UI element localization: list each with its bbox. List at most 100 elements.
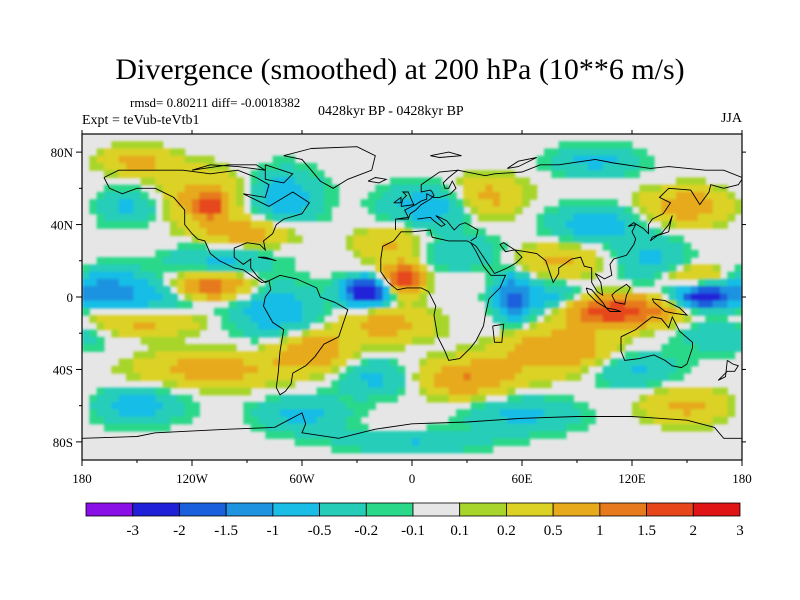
field-cell: [206, 235, 215, 244]
field-cell: [214, 177, 222, 186]
field-cell: [155, 264, 164, 273]
coastline-segment: [717, 360, 739, 381]
field-cell: [492, 315, 501, 323]
field-cell: [302, 293, 310, 302]
field-cell: [316, 373, 325, 381]
field-cell: [287, 177, 296, 186]
field-cell: [529, 242, 538, 251]
field-cell: [140, 373, 149, 381]
field-cell: [595, 322, 604, 331]
field-cell: [382, 206, 391, 215]
field-cell: [683, 365, 692, 374]
field-cell: [89, 271, 98, 280]
field-cell: [573, 286, 582, 294]
field-cell: [654, 213, 662, 222]
field-cell: [382, 438, 391, 447]
field-cell: [265, 293, 274, 302]
field-cell: [316, 336, 325, 345]
field-cell: [258, 177, 266, 186]
field-cell: [126, 199, 134, 208]
field-cell: [514, 431, 523, 439]
field-cell: [485, 387, 494, 396]
field-cell: [243, 409, 252, 418]
field-cell: [507, 170, 516, 179]
field-cell: [265, 373, 274, 381]
field-cell: [536, 351, 545, 360]
field-cell: [558, 344, 567, 352]
field-cell: [558, 358, 567, 367]
field-cell: [705, 402, 714, 410]
field-cell: [133, 394, 142, 403]
field-cell: [221, 315, 230, 323]
field-cell: [426, 271, 435, 280]
field-cell: [727, 213, 736, 222]
field-cell: [258, 365, 266, 374]
field-cell: [573, 242, 582, 251]
field-cell: [353, 402, 362, 410]
field-cell: [331, 322, 340, 331]
field-cell: [646, 300, 655, 309]
field-cell: [192, 242, 200, 251]
coastline-segment: [393, 196, 402, 204]
field-cell: [184, 394, 193, 403]
field-cell: [258, 351, 266, 360]
field-cell: [463, 170, 472, 179]
field-cell: [206, 191, 215, 200]
field-cell: [309, 177, 318, 186]
field-cell: [397, 365, 406, 374]
field-cell: [126, 409, 134, 418]
field-cell: [492, 402, 501, 410]
field-cell: [668, 213, 677, 222]
field-cell: [632, 278, 640, 287]
colorbar-label: 0.2: [497, 523, 516, 539]
field-cell: [522, 438, 530, 447]
field-cell: [478, 336, 486, 345]
field-cell: [272, 409, 281, 418]
field-cell: [646, 394, 655, 403]
field-cell: [478, 213, 486, 222]
field-cell: [177, 300, 186, 309]
field-cell: [324, 199, 332, 208]
field-cell: [500, 264, 508, 273]
field-cell: [214, 307, 222, 316]
field-cell: [544, 271, 552, 280]
field-cell: [162, 257, 171, 265]
field-cell: [214, 206, 222, 215]
field-cell: [610, 373, 618, 381]
field-cell: [316, 315, 325, 323]
field-cell: [522, 351, 530, 360]
field-cell: [646, 206, 655, 215]
field-cell: [536, 431, 545, 439]
field-cell: [580, 307, 589, 316]
field-cell: [294, 416, 303, 425]
field-cell: [126, 402, 134, 410]
field-cell: [199, 249, 208, 258]
field-cell: [485, 373, 494, 381]
field-cell: [610, 249, 618, 258]
field-cell: [617, 162, 626, 171]
field-cell: [624, 141, 633, 150]
field-cell: [148, 170, 156, 179]
field-cell: [111, 264, 120, 273]
field-cell: [712, 329, 721, 338]
field-cell: [529, 293, 538, 302]
field-cell: [338, 286, 347, 294]
field-cell: [434, 380, 442, 389]
field-cell: [390, 329, 398, 338]
field-cell: [463, 177, 472, 186]
field-cell: [192, 409, 200, 418]
field-cell: [126, 416, 134, 425]
field-cell: [698, 322, 706, 331]
field-cell: [360, 322, 369, 331]
field-cell: [661, 322, 670, 331]
field-cell: [544, 423, 552, 432]
field-cell: [661, 394, 670, 403]
field-cell: [236, 184, 244, 193]
field-cell: [375, 206, 384, 215]
field-cell: [514, 365, 523, 374]
field-cell: [140, 358, 149, 367]
field-cell: [500, 336, 508, 345]
period-label: 0428kyr BP - 0428kyr BP: [318, 104, 464, 119]
field-cell: [419, 373, 428, 381]
field-cell: [177, 322, 186, 331]
